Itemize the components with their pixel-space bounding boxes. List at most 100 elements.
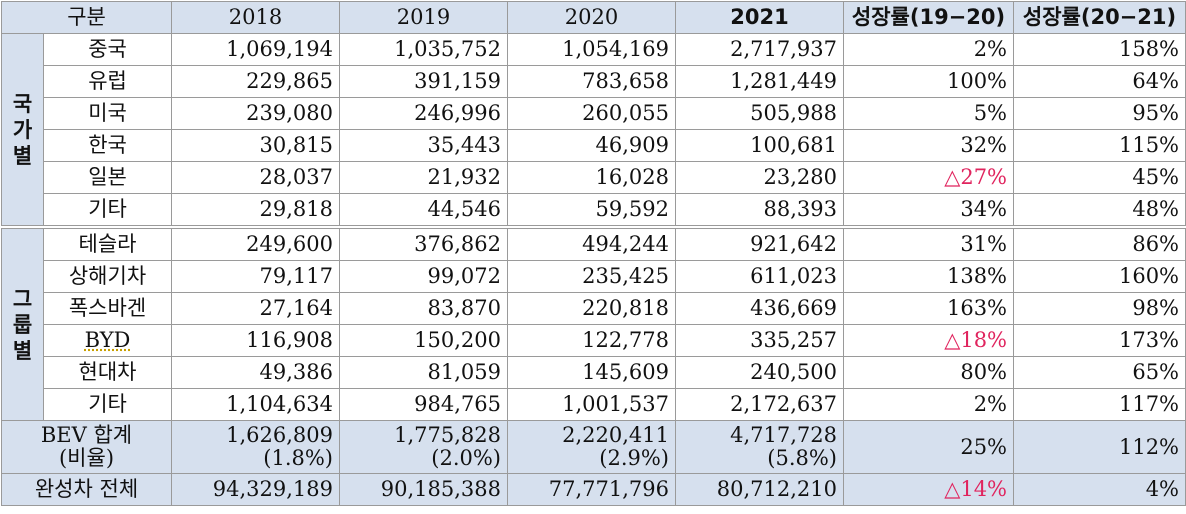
cell-growth1: 163% [843, 292, 1015, 325]
cell-2020: 1,001,537 [507, 388, 677, 421]
table-row: BYD 116,908 150,200 122,778 335,257 △18%… [2, 324, 1186, 357]
cell-2020: 1,054,169 [507, 33, 677, 66]
cell-2019: 376,862 [339, 225, 509, 261]
cell-2019: 81,059 [339, 356, 509, 389]
bev-2019: 1,775,828 (2.0%) [339, 420, 509, 474]
cell-2021: 611,023 [675, 260, 845, 293]
bev-growth2: 112% [1013, 420, 1186, 474]
row-label: 테슬라 [42, 225, 173, 261]
bev-total-row: BEV 합계 (비율) 1,626,809 (1.8%) 1,775,828 (… [0, 420, 1186, 474]
cell-2018: 116,908 [171, 324, 341, 357]
cell-2020: 220,818 [507, 292, 677, 325]
cell-2018: 239,080 [171, 97, 341, 130]
header-row: 구분 2018 2019 2020 2021 성장률(19−20) 성장률(20… [0, 1, 1186, 34]
cell-2020: 59,592 [507, 193, 677, 228]
bev-2018: 1,626,809 (1.8%) [171, 420, 341, 474]
cell-growth1: 80% [843, 356, 1015, 389]
cell-growth1: 138% [843, 260, 1015, 293]
table-row: 일본 28,037 21,932 16,028 23,280 △27% 45% [2, 161, 1186, 194]
header-year-2019: 2019 [339, 1, 509, 34]
cell-2019: 1,035,752 [339, 33, 509, 66]
table-row: 미국 239,080 246,996 260,055 505,988 5% 95… [2, 97, 1186, 130]
group-label-group: 그 룹 별 [1, 225, 44, 421]
cell-2018: 79,117 [171, 260, 341, 293]
cell-growth1: 2% [843, 33, 1015, 66]
cell-2021: 2,717,937 [675, 33, 845, 66]
cell-2021: 335,257 [675, 324, 845, 357]
cell-growth1: 5% [843, 97, 1015, 130]
cell-2021: 436,669 [675, 292, 845, 325]
cell-2019: 99,072 [339, 260, 509, 293]
cell-2019: 150,200 [339, 324, 509, 357]
cell-2021: 505,988 [675, 97, 845, 130]
all-2020: 77,771,796 [507, 473, 677, 506]
cell-2019: 246,996 [339, 97, 509, 130]
cell-2021: 23,280 [675, 161, 845, 194]
row-label: 기타 [42, 193, 173, 228]
row-label: 중국 [42, 33, 173, 66]
table-row: 기타 29,818 44,546 59,592 88,393 34% 48% [2, 193, 1186, 228]
cell-2021: 1,281,449 [675, 65, 845, 98]
cell-2021: 88,393 [675, 193, 845, 228]
cell-2020: 783,658 [507, 65, 677, 98]
row-label: BYD [42, 324, 173, 357]
group-label-country: 국 가 별 [1, 33, 44, 228]
bev-total-label: BEV 합계 (비율) [0, 420, 173, 474]
header-growth-20-21: 성장률(20−21) [1013, 1, 1186, 34]
table-row: 기타 1,104,634 984,765 1,001,537 2,172,637… [2, 388, 1186, 421]
cell-growth2: 86% [1013, 225, 1186, 261]
cell-growth2: 64% [1013, 65, 1186, 98]
table-row: 상해기차 79,117 99,072 235,425 611,023 138% … [2, 260, 1186, 293]
row-label: 현대차 [42, 356, 173, 389]
cell-growth2: 115% [1013, 129, 1186, 162]
cell-growth1: 34% [843, 193, 1015, 228]
header-category: 구분 [0, 1, 173, 34]
cell-2018: 249,600 [171, 225, 341, 261]
cell-2018: 28,037 [171, 161, 341, 194]
row-label: 상해기차 [42, 260, 173, 293]
cell-2018: 27,164 [171, 292, 341, 325]
cell-growth1: △27% [843, 161, 1015, 194]
header-year-2018: 2018 [171, 1, 341, 34]
cell-2020: 260,055 [507, 97, 677, 130]
cell-2018: 229,865 [171, 65, 341, 98]
cell-2021: 240,500 [675, 356, 845, 389]
cell-2019: 35,443 [339, 129, 509, 162]
bev-growth1: 25% [843, 420, 1015, 474]
cell-growth2: 48% [1013, 193, 1186, 228]
header-year-2021: 2021 [675, 1, 845, 34]
table-row: 그 룹 별 테슬라 249,600 376,862 494,244 921,64… [1, 225, 1186, 421]
row-label: 기타 [42, 388, 173, 421]
cell-2021: 100,681 [675, 129, 845, 162]
cell-2018: 30,815 [171, 129, 341, 162]
all-growth1: △14% [843, 473, 1015, 506]
table-row: 한국 30,815 35,443 46,909 100,681 32% 115% [2, 129, 1186, 162]
cell-2020: 494,244 [507, 225, 677, 261]
table-row: 폭스바겐 27,164 83,870 220,818 436,669 163% … [2, 292, 1186, 325]
all-total-row: 완성차 전체 94,329,189 90,185,388 77,771,796 … [0, 473, 1186, 506]
cell-growth1: 32% [843, 129, 1015, 162]
cell-2021: 2,172,637 [675, 388, 845, 421]
cell-2020: 16,028 [507, 161, 677, 194]
cell-2018: 1,104,634 [171, 388, 341, 421]
cell-2019: 391,159 [339, 65, 509, 98]
cell-2019: 21,932 [339, 161, 509, 194]
bev-2020: 2,220,411 (2.9%) [507, 420, 677, 474]
table-row: 국 가 별 중국 1,069,194 1,035,752 1,054,169 2… [1, 33, 1186, 228]
cell-2018: 49,386 [171, 356, 341, 389]
row-label: 폭스바겐 [42, 292, 173, 325]
all-2018: 94,329,189 [171, 473, 341, 506]
cell-growth1: 2% [843, 388, 1015, 421]
all-2021: 80,712,210 [675, 473, 845, 506]
cell-2020: 235,425 [507, 260, 677, 293]
cell-growth2: 95% [1013, 97, 1186, 130]
cell-growth2: 160% [1013, 260, 1186, 293]
bev-2021: 4,717,728 (5.8%) [675, 420, 845, 474]
cell-2019: 984,765 [339, 388, 509, 421]
row-label: 미국 [42, 97, 173, 130]
cell-growth2: 45% [1013, 161, 1186, 194]
cell-growth2: 173% [1013, 324, 1186, 357]
cell-2020: 145,609 [507, 356, 677, 389]
cell-2018: 29,818 [171, 193, 341, 228]
